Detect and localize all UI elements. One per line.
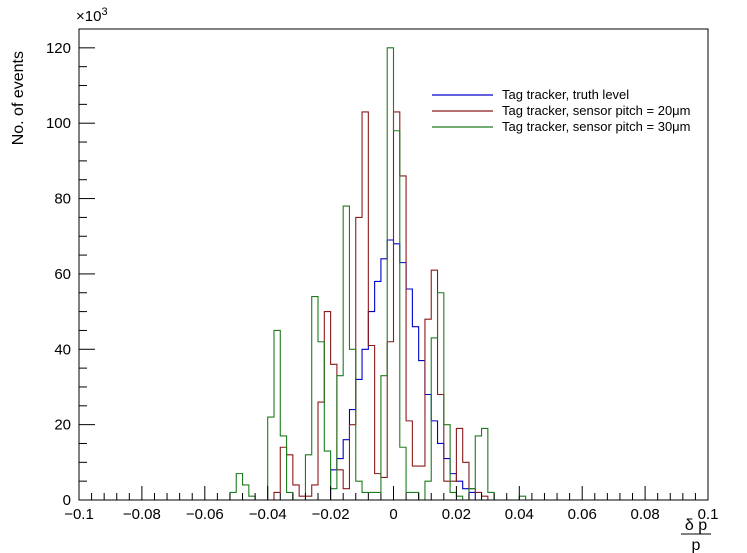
x-axis-tick-labels: −0.1 −0.08 −0.06 −0.04 −0.02 0 0.02 0.04 0.06 0.0…	[64, 506, 718, 523]
x-tick-label: −0.02	[312, 506, 350, 523]
y-tick-label: 60	[54, 266, 71, 283]
x-axis-title-numerator: δ p	[685, 517, 707, 534]
y-tick-label: 0	[63, 492, 71, 509]
x-axis-title-denominator: p	[692, 537, 701, 553]
y-tick-label: 120	[46, 40, 71, 57]
legend-label-2: Tag tracker, sensor pitch = 20μm	[502, 103, 691, 118]
x-tick-label: −0.1	[64, 506, 94, 523]
x-tick-label: −0.06	[186, 506, 224, 523]
x-tick-label: 0.08	[630, 506, 659, 523]
y-multiplier-base: ×10	[76, 8, 101, 25]
x-tick-label: −0.08	[123, 506, 161, 523]
x-axis-ticks	[78, 486, 709, 500]
x-tick-label: 0.1	[698, 506, 719, 523]
y-multiplier: ×103	[76, 6, 108, 25]
y-multiplier-exponent: 3	[101, 6, 107, 18]
x-tick-label: 0.06	[568, 506, 597, 523]
y-tick-label: 100	[46, 115, 71, 132]
y-tick-label: 20	[54, 417, 71, 434]
x-tick-label: 0.04	[505, 506, 534, 523]
y-axis-ticks	[79, 28, 95, 501]
legend-label-3: Tag tracker, sensor pitch = 30μm	[502, 119, 691, 134]
y-tick-label: 80	[54, 191, 71, 208]
y-axis-title: No. of events	[10, 51, 27, 145]
legend-label-1: Tag tracker, truth level	[502, 87, 629, 102]
y-tick-label: 40	[54, 341, 71, 358]
x-tick-label: 0.02	[442, 506, 471, 523]
x-tick-label: 0	[389, 506, 397, 523]
y-axis-tick-labels: 0 20 40 60 80 100 120	[46, 40, 71, 509]
x-axis-title: δ p p	[681, 517, 711, 553]
x-tick-label: −0.04	[249, 506, 287, 523]
